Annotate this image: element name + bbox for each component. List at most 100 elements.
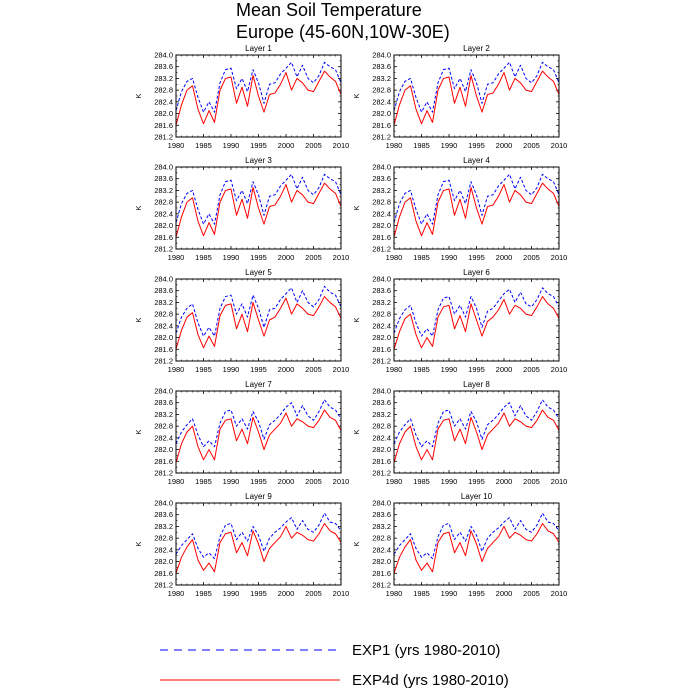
panel-title: Layer 5 <box>245 268 272 277</box>
x-tick-label: 1985 <box>195 365 212 374</box>
y-tick-label: 283.2 <box>372 522 391 531</box>
series-line-exp1 <box>175 173 342 225</box>
x-tick-label: 1995 <box>250 365 267 374</box>
y-axis-label: K <box>352 541 361 546</box>
x-tick-label: 2005 <box>305 365 322 374</box>
y-tick-label: 281.6 <box>154 233 173 242</box>
x-tick-label: 2000 <box>278 365 295 374</box>
x-tick-label: 1985 <box>195 141 212 150</box>
y-tick-label: 283.2 <box>154 522 173 531</box>
panel-title: Layer 4 <box>463 156 490 165</box>
x-tick-label: 1990 <box>223 253 240 262</box>
panel-frame <box>175 390 342 474</box>
series-line-exp4d <box>175 523 342 574</box>
y-tick-label: 284.0 <box>372 51 391 60</box>
x-tick-label: 2000 <box>496 477 513 486</box>
x-tick-label: 1995 <box>468 141 485 150</box>
x-tick-label: 1985 <box>413 253 430 262</box>
x-tick-label: 2010 <box>333 253 350 262</box>
x-tick-label: 1990 <box>223 365 240 374</box>
panel-title: Layer 1 <box>245 44 272 53</box>
y-tick-label: 284.0 <box>372 499 391 508</box>
figure-title: Mean Soil Temperature Europe (45-60N,10W… <box>236 0 450 42</box>
x-tick-label: 1990 <box>441 477 458 486</box>
panel-layer-1: Layer 1 281.2 281.6 282.0 282.4 282.8 283.2 283… <box>134 44 349 150</box>
y-tick-label: 283.6 <box>372 174 391 183</box>
x-tick-label: 1985 <box>195 253 212 262</box>
y-tick-label: 281.2 <box>154 469 173 478</box>
y-tick-label: 281.2 <box>154 357 173 366</box>
x-tick-label: 1995 <box>250 477 267 486</box>
y-axis-label: K <box>134 93 143 98</box>
x-tick-label: 1980 <box>386 477 403 486</box>
y-tick-label: 283.6 <box>372 62 391 71</box>
x-tick-label: 1980 <box>168 253 185 262</box>
x-tick-label: 1990 <box>441 589 458 598</box>
series-line-exp1 <box>175 399 342 448</box>
series-line-exp1 <box>175 285 342 337</box>
series-line-exp1 <box>393 399 560 448</box>
series-line-exp4d <box>175 409 342 463</box>
series-line-exp1 <box>393 287 560 337</box>
y-tick-label: 282.8 <box>154 534 173 543</box>
x-tick-label: 1980 <box>386 589 403 598</box>
x-tick-label: 1990 <box>223 589 240 598</box>
figure-title-line1: Mean Soil Temperature <box>236 0 422 20</box>
x-tick-label: 2010 <box>551 477 568 486</box>
series-line-exp4d <box>393 523 560 574</box>
y-tick-label: 281.6 <box>154 569 173 578</box>
x-tick-label: 2010 <box>551 589 568 598</box>
y-axis-label: K <box>134 205 143 210</box>
x-tick-label: 1980 <box>386 141 403 150</box>
x-tick-label: 1985 <box>195 477 212 486</box>
y-tick-label: 281.2 <box>372 469 391 478</box>
y-tick-label: 283.6 <box>154 398 173 407</box>
y-axis-label: K <box>134 317 143 322</box>
y-tick-label: 283.2 <box>372 298 391 307</box>
y-tick-label: 284.0 <box>372 387 391 396</box>
x-tick-label: 1995 <box>250 589 267 598</box>
y-tick-label: 281.2 <box>154 245 173 254</box>
series-line-exp4d <box>175 182 342 238</box>
y-tick-label: 283.2 <box>372 74 391 83</box>
series-line-exp4d <box>393 409 560 463</box>
y-tick-label: 282.8 <box>372 86 391 95</box>
y-tick-label: 281.2 <box>372 245 391 254</box>
y-tick-label: 282.0 <box>372 221 391 230</box>
y-tick-label: 283.6 <box>372 510 391 519</box>
series-line-exp4d <box>393 296 560 350</box>
x-tick-label: 1980 <box>168 477 185 486</box>
y-tick-label: 281.2 <box>154 581 173 590</box>
series-line-exp4d <box>393 70 560 126</box>
x-tick-label: 2005 <box>305 589 322 598</box>
x-tick-label: 1995 <box>250 253 267 262</box>
x-tick-label: 1985 <box>413 589 430 598</box>
y-tick-label: 282.8 <box>372 422 391 431</box>
y-tick-label: 284.0 <box>154 51 173 60</box>
panel-layer-9: Layer 9 281.2 281.6 282.0 282.4 282.8 283.2 283… <box>134 492 349 598</box>
x-tick-label: 2000 <box>278 589 295 598</box>
x-tick-label: 2010 <box>333 365 350 374</box>
panel-layer-7: Layer 7 281.2 281.6 282.0 282.4 282.8 283.2 283… <box>134 380 349 486</box>
y-tick-label: 281.6 <box>372 121 391 130</box>
y-axis-label: K <box>134 429 143 434</box>
x-tick-label: 1995 <box>468 477 485 486</box>
series-line-exp1 <box>175 61 342 113</box>
x-tick-label: 2005 <box>523 141 540 150</box>
y-tick-label: 282.4 <box>372 321 391 330</box>
y-axis-label: K <box>352 317 361 322</box>
x-tick-label: 1995 <box>468 589 485 598</box>
x-tick-label: 2005 <box>523 253 540 262</box>
x-tick-label: 2000 <box>496 589 513 598</box>
y-tick-label: 282.8 <box>154 198 173 207</box>
y-tick-label: 282.0 <box>372 557 391 566</box>
panel-frame <box>175 54 342 138</box>
x-tick-label: 1985 <box>413 141 430 150</box>
x-tick-label: 2000 <box>496 141 513 150</box>
x-tick-label: 2000 <box>496 253 513 262</box>
y-axis-label: K <box>352 93 361 98</box>
panel-frame <box>175 278 342 362</box>
y-tick-label: 281.6 <box>154 345 173 354</box>
y-tick-label: 282.0 <box>372 333 391 342</box>
y-tick-label: 283.2 <box>372 186 391 195</box>
